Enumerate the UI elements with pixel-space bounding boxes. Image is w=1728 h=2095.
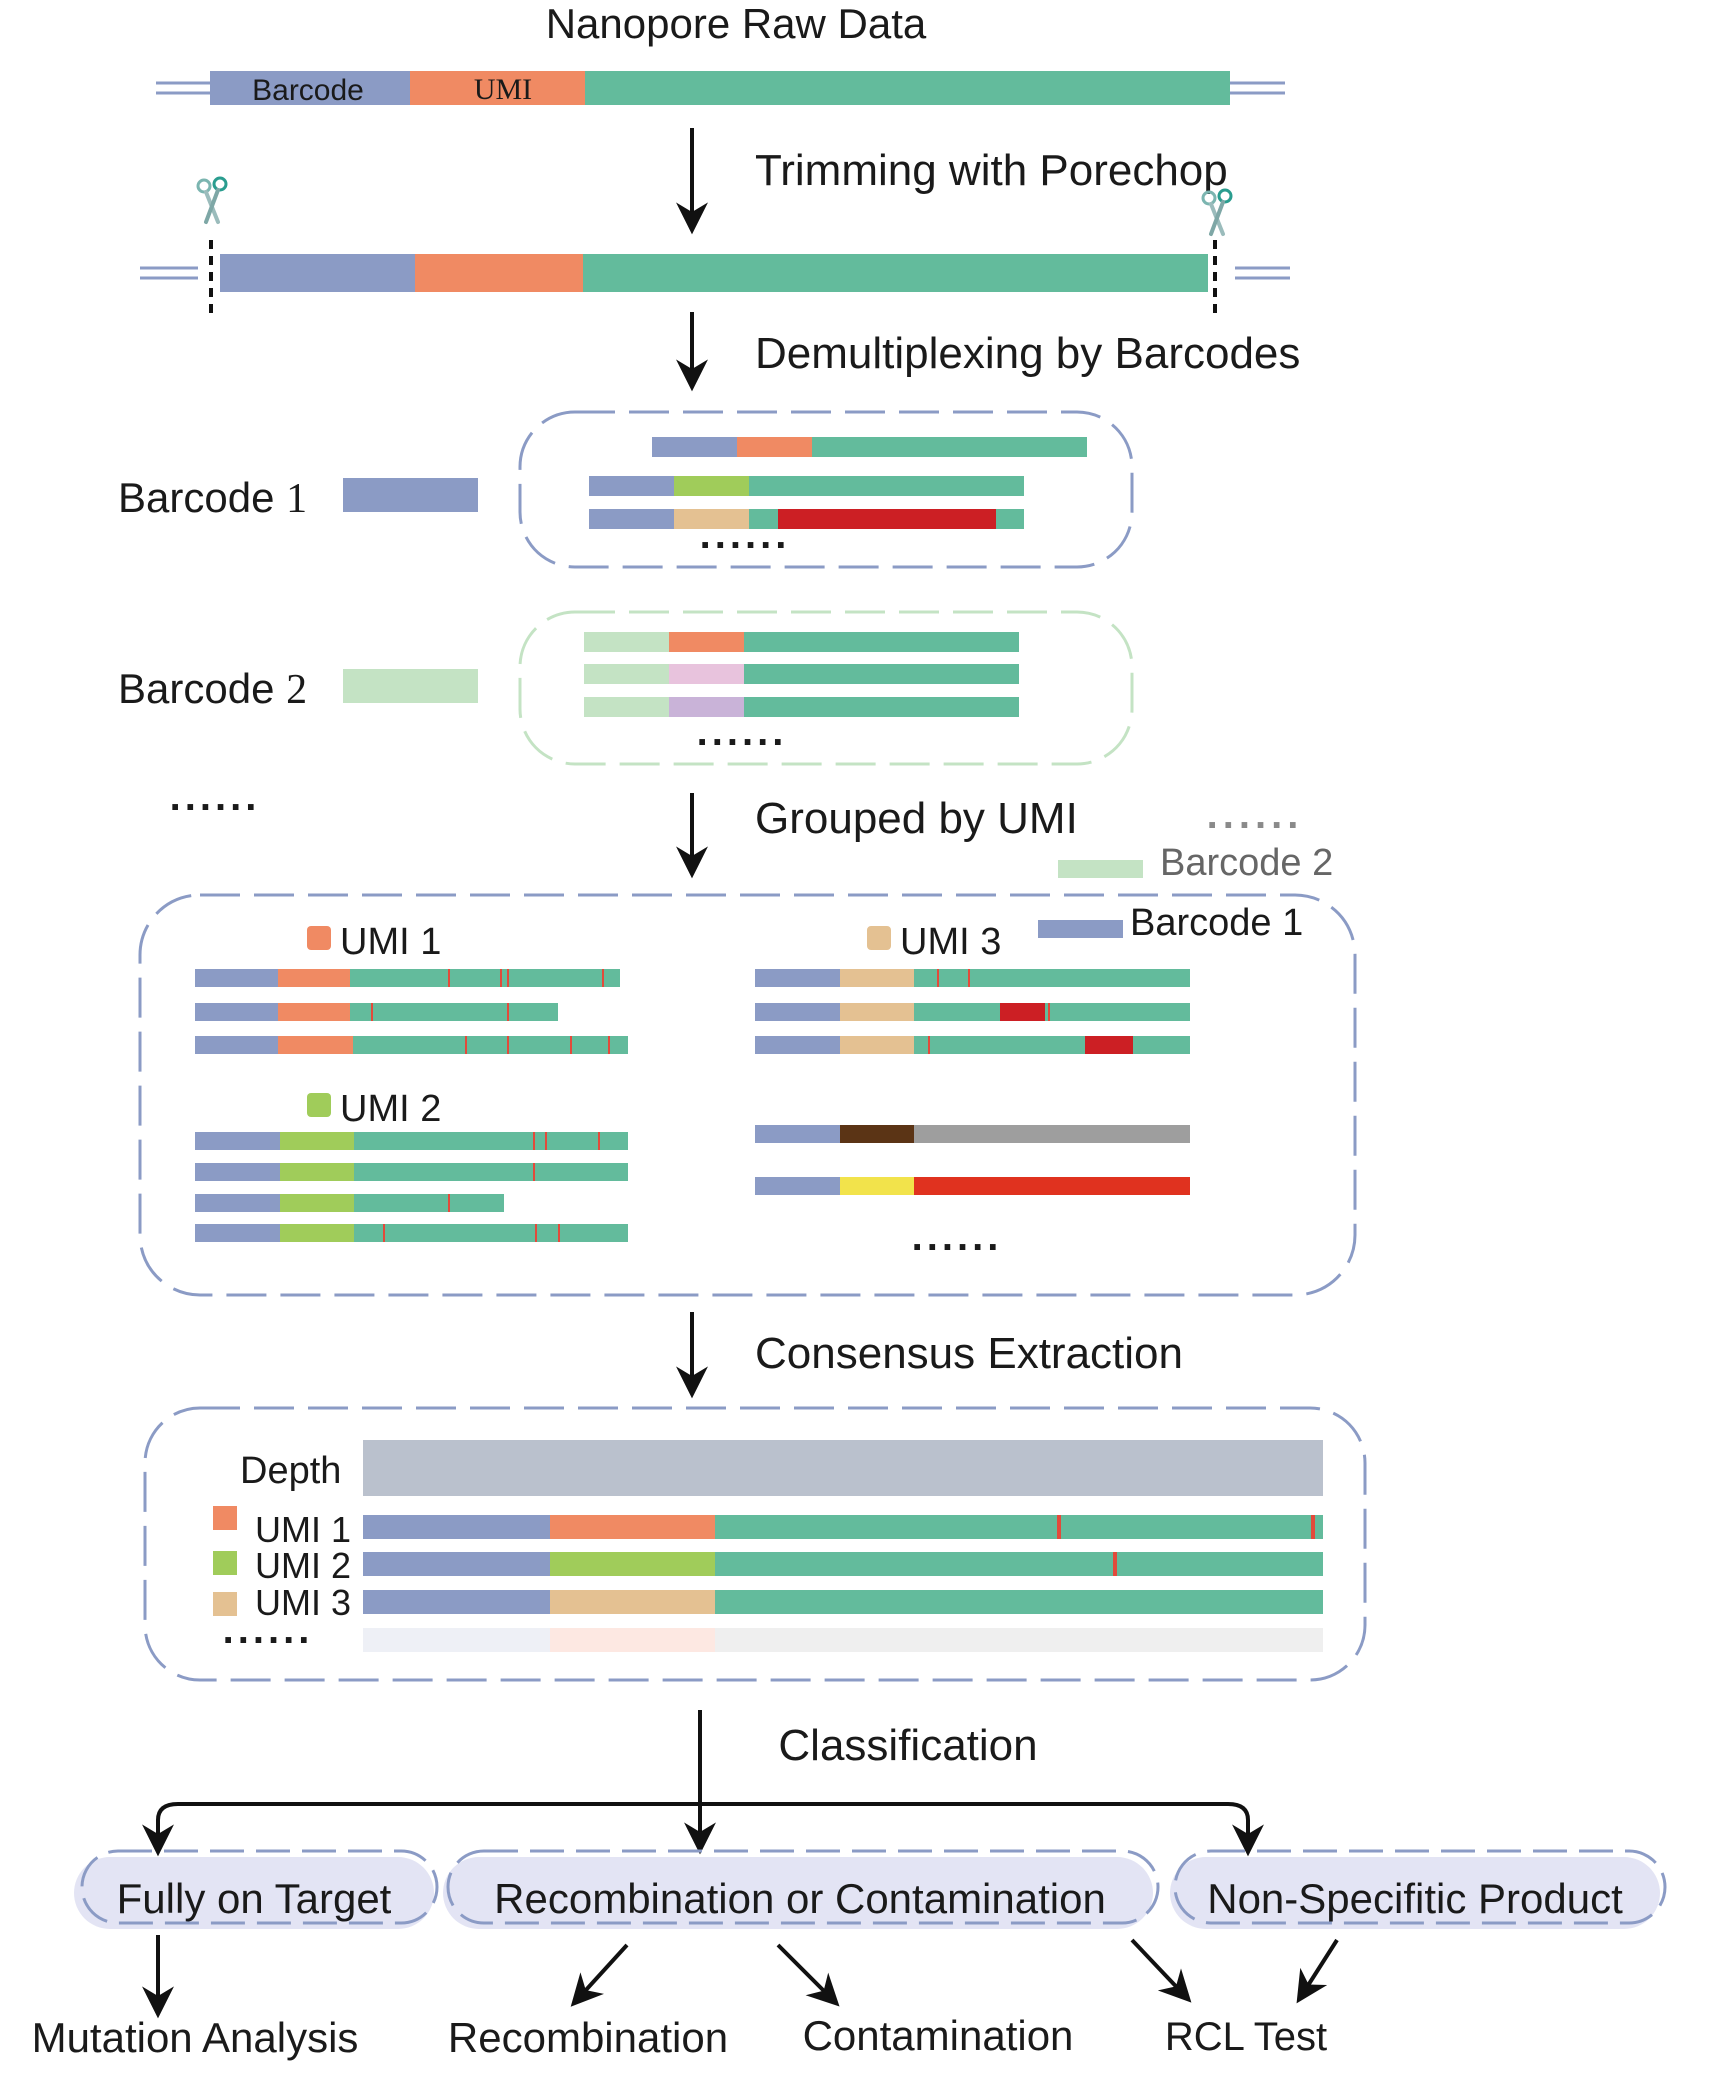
raw-read: Barcode UMI [156,71,1285,107]
fully-on-target-label: Fully on Target [117,1875,392,1922]
legend: ...... Barcode 2 Barcode 1 [1038,793,1333,944]
classification-branches [142,1710,1264,1857]
umi1-group: UMI 1 [195,921,628,1054]
trimmed-read [140,176,1290,320]
umi3-group: UMI 3 [755,921,1190,1054]
barcode2-label: Barcode 2 [118,665,307,713]
depth-label: Depth [240,1450,341,1492]
legend-dots: ...... [1207,793,1304,837]
recomb-contam-label: Recombination or Contamination [494,1875,1106,1922]
umi-ellipsis: ...... [912,1215,1003,1259]
depth-bar [363,1440,1323,1496]
consensus-box [143,1406,1367,1682]
more-barcodes-ellipsis: ...... [170,775,261,819]
umi2-label: UMI 2 [340,1088,441,1130]
outcome-recombination: Recombination [448,2014,728,2061]
other-umi-reads: ...... [755,1125,1190,1259]
outcome-rcl-test: RCL Test [1165,2015,1327,2059]
barcode1-label: Barcode 1 [118,474,307,522]
umi-segment [410,71,585,105]
umi2-swatch [307,1093,331,1117]
consensus-umi3-label: UMI 3 [255,1582,351,1623]
barcode2-group: Barcode 2 ...... [118,610,1134,766]
barcode2-swatch [343,669,478,703]
step-grouping: Grouped by UMI [755,794,1078,843]
umi-group-box [138,893,1357,1297]
category-recombination-contamination: Recombination or Contamination [443,1849,1160,1929]
category-non-specific-product: Non-Specifitic Product [1170,1849,1667,1929]
umi-label: UMI [474,73,532,106]
insert-segment [585,71,1230,105]
barcode2-ellipsis: ...... [697,710,788,754]
outcome-mutation-analysis: Mutation Analysis [32,2014,359,2061]
consensus-ellipsis: ...... [223,1608,314,1652]
barcode1-group: Barcode 1 ...... [118,410,1134,569]
umi1-label: UMI 1 [340,921,441,963]
legend-barcode1: Barcode 1 [1130,902,1303,944]
category-fully-on-target: Fully on Target [74,1849,439,1929]
umi1-swatch [307,926,331,950]
umi3-swatch [867,926,891,950]
barcode-label: Barcode [252,74,364,107]
barcode1-ellipsis: ...... [700,513,791,557]
consensus-panel: Depth UMI 1 UMI 2 UMI 3 ...... [143,1406,1367,1682]
step-demux: Demultiplexing by Barcodes [755,329,1300,378]
consensus-umi2-label: UMI 2 [255,1545,351,1586]
step-trimming: Trimming with Porechop [755,146,1228,195]
umi2-group: UMI 2 [195,1088,628,1242]
non-specific-label: Non-Specifitic Product [1207,1875,1623,1922]
barcode1-box [518,410,1134,569]
outcome-arrows [142,1935,1339,2019]
outcome-contamination: Contamination [803,2012,1074,2059]
barcode1-swatch [343,478,478,512]
step-consensus: Consensus Extraction [755,1329,1183,1378]
legend-barcode2: Barcode 2 [1160,842,1333,884]
barcode2-box [518,610,1134,766]
umi3-label: UMI 3 [900,921,1001,963]
step-classification: Classification [778,1721,1037,1770]
title: Nanopore Raw Data [546,0,927,47]
barcode-segment [210,71,410,105]
consensus-umi1-label: UMI 1 [255,1509,351,1550]
